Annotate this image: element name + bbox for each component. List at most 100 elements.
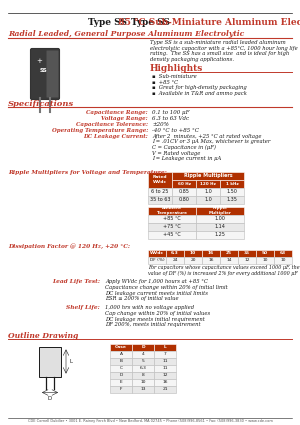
Text: electrolytic capacitor with a +85°C, 1000 hour long life: electrolytic capacitor with a +85°C, 100… <box>150 45 298 51</box>
Bar <box>110 357 132 365</box>
Bar <box>274 249 292 257</box>
Bar <box>196 223 244 230</box>
Text: value of DF (%) is increased 2% for every additional 1000 μF: value of DF (%) is increased 2% for ever… <box>148 270 298 276</box>
Text: B: B <box>119 359 122 363</box>
Text: 5: 5 <box>142 359 144 363</box>
Bar <box>132 365 154 371</box>
Text: 6.3 to 63 Vdc: 6.3 to 63 Vdc <box>152 116 189 121</box>
Bar <box>172 179 196 187</box>
Text: C = Capacitance in (μF): C = Capacitance in (μF) <box>152 145 216 150</box>
Bar <box>220 179 244 187</box>
Text: 1 kHz: 1 kHz <box>226 181 238 185</box>
Text: Highlights: Highlights <box>150 64 203 73</box>
Text: 14: 14 <box>226 258 232 262</box>
Text: D: D <box>48 397 52 402</box>
Text: 24: 24 <box>172 258 178 262</box>
Bar <box>110 385 132 393</box>
Bar <box>196 187 220 196</box>
Bar <box>154 351 176 357</box>
Bar <box>166 249 184 257</box>
Text: Capacitance Range:: Capacitance Range: <box>86 110 148 115</box>
Bar <box>148 230 196 238</box>
Text: Outline Drawing: Outline Drawing <box>8 332 78 340</box>
Bar <box>220 196 244 204</box>
Text: 0.1 to 100 μF: 0.1 to 100 μF <box>152 110 190 115</box>
Text: 1.0: 1.0 <box>204 189 212 194</box>
Text: Ripple
Multiplier: Ripple Multiplier <box>208 206 232 215</box>
Text: ▪  +85 °C: ▪ +85 °C <box>152 79 178 85</box>
Text: Type SS: Type SS <box>88 18 127 27</box>
Text: After 2  minutes, +25 °C at rated voltage: After 2 minutes, +25 °C at rated voltage <box>152 134 262 139</box>
Text: -40 °C to +85 °C: -40 °C to +85 °C <box>152 128 199 133</box>
Text: 35: 35 <box>244 251 250 255</box>
Text: +45 °C: +45 °C <box>163 232 181 237</box>
Bar <box>256 249 274 257</box>
Bar <box>39 346 61 377</box>
Text: 10: 10 <box>140 380 146 384</box>
Bar <box>172 196 196 204</box>
Text: Dissipation Factor @ 120 Hz, +20 °C:: Dissipation Factor @ 120 Hz, +20 °C: <box>8 244 130 249</box>
Text: DC Leakage Current:: DC Leakage Current: <box>83 134 148 139</box>
Bar <box>154 379 176 385</box>
Text: D: D <box>119 373 123 377</box>
Text: 10: 10 <box>190 251 196 255</box>
Bar <box>154 371 176 379</box>
Bar <box>110 343 132 351</box>
Text: DF 200%, meets initial requirement: DF 200%, meets initial requirement <box>105 322 201 327</box>
Text: 10: 10 <box>262 258 268 262</box>
Text: 20: 20 <box>190 258 196 262</box>
Text: 85 °C Sub-Miniature Aluminum Electrolytic Capacitors: 85 °C Sub-Miniature Aluminum Electrolyti… <box>112 18 300 27</box>
Text: 1.14: 1.14 <box>214 224 225 229</box>
Bar <box>132 385 154 393</box>
Text: 35 to 63: 35 to 63 <box>150 197 170 202</box>
Text: 8: 8 <box>142 373 144 377</box>
Text: Shelf Life:: Shelf Life: <box>66 306 100 311</box>
Bar <box>184 257 202 264</box>
Text: C: C <box>119 366 122 370</box>
Text: I = .01CV or 3 μA Max, whichever is greater: I = .01CV or 3 μA Max, whichever is grea… <box>152 139 270 144</box>
Text: WVdc: WVdc <box>150 251 164 255</box>
Bar <box>238 249 256 257</box>
Text: 120 Hz: 120 Hz <box>200 181 216 185</box>
Text: Radial Leaded, General Purpose Aluminum Electrolytic: Radial Leaded, General Purpose Aluminum … <box>8 30 244 38</box>
Bar <box>184 249 202 257</box>
Text: Capacitance Tolerance:: Capacitance Tolerance: <box>76 122 148 127</box>
Text: 4: 4 <box>142 352 144 356</box>
Bar <box>132 343 154 351</box>
Bar <box>220 257 238 264</box>
Bar <box>166 257 184 264</box>
Text: rating.  The SS has a small size  and is ideal for high: rating. The SS has a small size and is i… <box>150 51 289 56</box>
Bar <box>196 215 244 223</box>
Text: L: L <box>164 345 166 349</box>
Text: ±20%: ±20% <box>152 122 169 127</box>
Text: 12: 12 <box>244 258 250 262</box>
Text: ESR ≤ 200% of initial value: ESR ≤ 200% of initial value <box>105 296 178 301</box>
Text: +85 °C: +85 °C <box>163 216 181 221</box>
Text: ▪  Sub-miniature: ▪ Sub-miniature <box>152 74 197 79</box>
Bar <box>172 187 196 196</box>
Text: 7: 7 <box>164 352 166 356</box>
Text: F: F <box>120 387 122 391</box>
Bar <box>110 351 132 357</box>
Bar <box>110 379 132 385</box>
Bar <box>154 365 176 371</box>
Bar <box>256 257 274 264</box>
Text: 12: 12 <box>162 373 168 377</box>
Text: 16: 16 <box>208 258 214 262</box>
Text: 16: 16 <box>162 380 168 384</box>
Text: Voltage Range:: Voltage Range: <box>101 116 148 121</box>
Text: 21: 21 <box>162 387 168 391</box>
Text: Case: Case <box>115 345 127 349</box>
Text: 1.00: 1.00 <box>214 216 225 221</box>
Text: ▪  Great for high-density packaging: ▪ Great for high-density packaging <box>152 85 247 90</box>
Text: 1.0: 1.0 <box>204 197 212 202</box>
Bar <box>154 385 176 393</box>
Bar <box>154 343 176 351</box>
Text: Type SS: Type SS <box>130 18 170 27</box>
Text: For capacitors whose capacitance values exceed 1000 μF, the: For capacitors whose capacitance values … <box>148 266 300 270</box>
Text: Rated
WVdc: Rated WVdc <box>153 175 167 184</box>
Text: +75 °C: +75 °C <box>163 224 181 229</box>
Bar <box>132 371 154 379</box>
Bar <box>132 357 154 365</box>
Bar <box>110 371 132 379</box>
